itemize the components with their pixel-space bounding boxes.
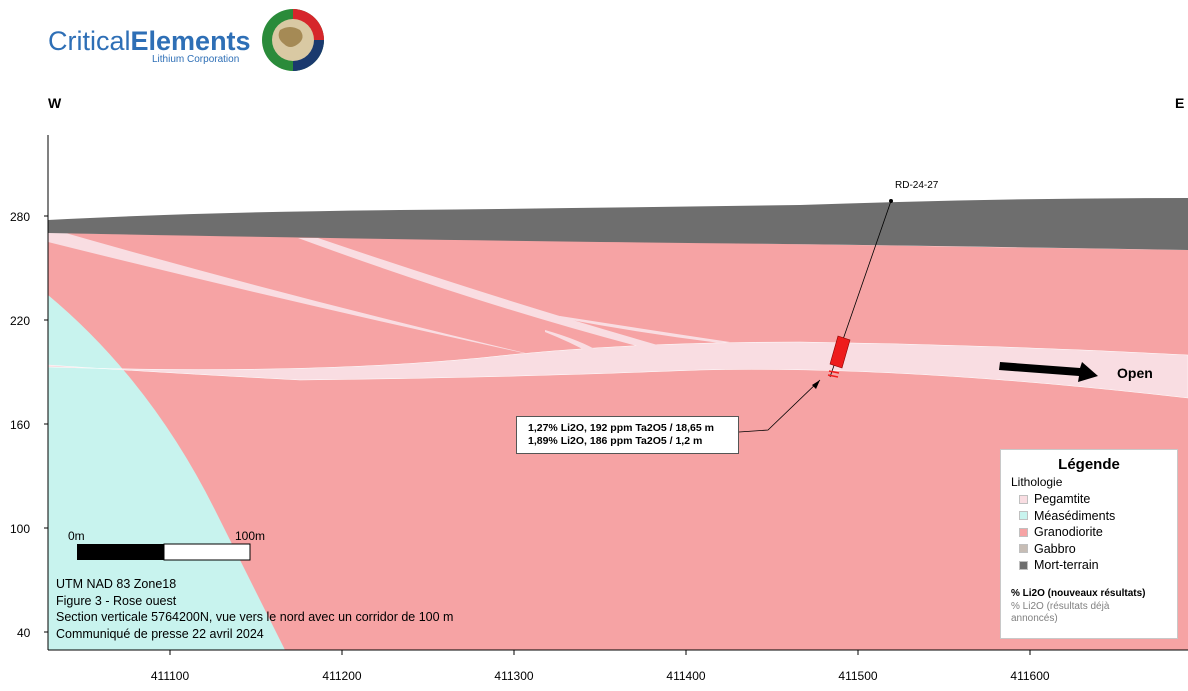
east-label: E <box>1175 95 1184 111</box>
legend-swatch <box>1019 494 1028 504</box>
scale-start-label: 0m <box>68 529 85 543</box>
legend-swatch <box>1019 544 1028 554</box>
x-tick-label: 411500 <box>838 669 877 683</box>
x-tick-label: 411100 <box>151 669 190 683</box>
x-tick-label: 411300 <box>494 669 533 683</box>
svg-text:CriticalElements: CriticalElements <box>48 26 251 56</box>
pegmatite-branch-3 <box>560 316 730 343</box>
legend-item-metasediments: Méasédiments <box>1011 508 1167 525</box>
note-line: UTM NAD 83 Zone18 <box>56 577 177 591</box>
x-tick-label: 411200 <box>322 669 361 683</box>
logo-subtitle: Lithium Corporation <box>152 54 239 65</box>
legend-li2o-previous: % Li2O (résultats déjà annoncés) <box>1011 600 1110 624</box>
note-line: Communiqué de presse 22 avril 2024 <box>56 626 264 641</box>
y-axis: 280 220 160 100 40 <box>10 210 48 640</box>
intercept-new-result <box>829 335 851 369</box>
open-label: Open <box>1117 365 1153 381</box>
x-tick-label: 411600 <box>1010 669 1049 683</box>
note-line: Section verticale 5764200N, vue vers le … <box>56 610 454 624</box>
overburden-unit <box>48 198 1188 250</box>
assay-callout: 1,27% Li2O, 192 ppm Ta2O5 / 18,65 m 1,89… <box>516 416 739 454</box>
open-arrow: Open <box>999 362 1153 382</box>
company-logo: CriticalElements Lithium Corporation <box>48 9 324 71</box>
y-tick-label: 280 <box>10 210 30 224</box>
legend-swatch <box>1019 511 1028 521</box>
legend-item-overburden: Mort-terrain <box>1011 557 1167 574</box>
drillhole-label: RD-24-27 <box>895 180 939 191</box>
legend-item-pegmatite: Pegamtite <box>1011 491 1167 508</box>
legend-label: Gabbro <box>1034 541 1076 556</box>
legend-swatch <box>1019 560 1028 570</box>
legend-swatch <box>1019 527 1028 537</box>
legend-title: Légende <box>1058 456 1120 473</box>
globe-icon <box>262 9 324 71</box>
pegmatite-branch-1 <box>48 232 565 362</box>
legend-subtitle: Lithologie <box>1011 475 1063 489</box>
x-tick-label: 411400 <box>666 669 705 683</box>
legend-label: Méasédiments <box>1034 508 1116 523</box>
west-label: W <box>48 95 62 111</box>
legend-item-granodiorite: Granodiorite <box>1011 524 1167 541</box>
y-tick-label: 40 <box>17 626 31 640</box>
y-tick-label: 160 <box>10 418 30 432</box>
drillhole-rd-24-27: RD-24-27 <box>738 180 939 433</box>
y-tick-label: 100 <box>10 522 30 536</box>
scale-bar: 0m 100m <box>68 529 265 561</box>
x-axis: 411100 411200 411300 411400 411500 41160… <box>151 650 1050 683</box>
assay-line: 1,27% Li2O, 192 ppm Ta2O5 / 18,65 m <box>528 422 714 434</box>
logo-text-part2: Elements <box>131 26 251 56</box>
logo-text-part1: Critical <box>48 26 131 56</box>
metasediments-unit <box>48 295 285 650</box>
legend-label: Pegamtite <box>1034 492 1091 507</box>
pegmatite-branch-4 <box>545 330 600 353</box>
legend-item-gabbro: Gabbro <box>1011 541 1167 558</box>
legend-label: Mort-terrain <box>1034 558 1099 573</box>
legend-label: Granodiorite <box>1034 525 1103 540</box>
note-line: Figure 3 - Rose ouest <box>56 593 177 608</box>
assay-line: 1,89% Li2O, 186 ppm Ta2O5 / 1,2 m <box>528 435 703 447</box>
pegmatite-main-dyke <box>47 341 1188 399</box>
y-tick-label: 220 <box>10 314 30 328</box>
pegmatite-branch-2 <box>298 238 668 350</box>
figure-notes: UTM NAD 83 Zone18 Figure 3 - Rose ouest … <box>56 576 453 642</box>
scale-end-label: 100m <box>235 529 265 543</box>
legend-li2o-new: % Li2O (nouveaux résultats) <box>1011 587 1146 599</box>
legend: Légende Lithologie Pegamtite Méasédiment… <box>1000 449 1178 639</box>
